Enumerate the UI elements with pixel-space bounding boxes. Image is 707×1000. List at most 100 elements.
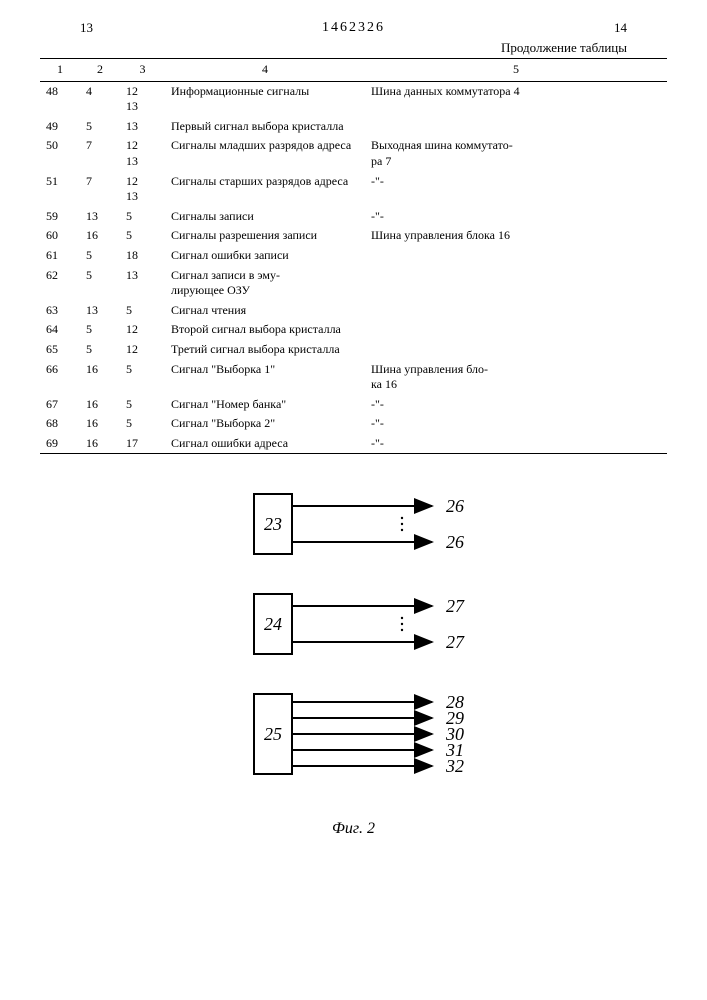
table-cell: 60 [40,226,80,246]
table-cell: 16 [80,360,120,395]
table-cell: 12 [120,340,165,360]
table-cell: 16 [80,226,120,246]
table-cell: Третий сигнал выбора кристалла [165,340,365,360]
col-header: 4 [165,59,365,82]
table-row: 64512Второй сигнал выбора кристалла [40,320,667,340]
table-cell: 48 [40,81,80,117]
table-cell: 12 13 [120,172,165,207]
table-cell: Сигналы старших разрядов адреса [165,172,365,207]
table-row: 65512Третий сигнал выбора кристалла [40,340,667,360]
table-cell: 16 [80,434,120,454]
table-row: 59135Сигналы записи-"- [40,207,667,227]
table-cell [365,320,667,340]
table-row: 63135Сигнал чтения [40,301,667,321]
table-cell: Сигналы записи [165,207,365,227]
svg-text:26: 26 [446,532,464,552]
page-number-left: 13 [80,20,93,36]
table-cell: 63 [40,301,80,321]
table-cell: Сигнал "Выборка 2" [165,414,365,434]
table-cell: 7 [80,136,120,171]
page-header: 13 1462326 14 [40,20,667,36]
table-cell: 49 [40,117,80,137]
table-row: 60165Сигналы разрешения записиШина управ… [40,226,667,246]
col-header: 5 [365,59,667,82]
table-cell: 5 [120,226,165,246]
table-cell: 13 [80,207,120,227]
table-cell: Сигнал "Выборка 1" [165,360,365,395]
table-cell: 67 [40,395,80,415]
table-continuation-label: Продолжение таблицы [40,40,667,56]
table-cell: Информационные сигналы [165,81,365,117]
table-row: 51712 13Сигналы старших разрядов адреса-… [40,172,667,207]
table-cell: 12 13 [120,136,165,171]
svg-text:27: 27 [446,632,465,652]
table-cell: -"- [365,207,667,227]
table-cell: 12 13 [120,81,165,117]
svg-text:24: 24 [264,614,282,634]
table-cell: Сигналы разрешения записи [165,226,365,246]
table-row: 49513Первый сигнал выбора кристалла [40,117,667,137]
table-cell: 61 [40,246,80,266]
table-cell: 16 [80,414,120,434]
table-row: 68165Сигнал "Выборка 2"-"- [40,414,667,434]
col-header: 3 [120,59,165,82]
table-cell: 7 [80,172,120,207]
document-number: 1462326 [322,20,385,36]
table-cell: 13 [120,266,165,301]
table-cell: 5 [80,246,120,266]
table-cell [365,246,667,266]
table-cell: 5 [120,395,165,415]
table-cell [365,340,667,360]
diagram-svg: 232626242727252829303132 [194,484,514,814]
table-cell: 66 [40,360,80,395]
table-row: 48412 13Информационные сигналыШина данны… [40,81,667,117]
table-cell: 64 [40,320,80,340]
svg-text:25: 25 [264,724,282,744]
table-cell: 59 [40,207,80,227]
table-cell: 5 [120,414,165,434]
table-cell: Шина управления блока 16 [365,226,667,246]
table-cell: 12 [120,320,165,340]
table-cell: Сигнал чтения [165,301,365,321]
table-cell: 5 [80,266,120,301]
table-cell: -"- [365,172,667,207]
table-cell: Сигнал ошибки записи [165,246,365,266]
table-row: 61518Сигнал ошибки записи [40,246,667,266]
svg-text:32: 32 [445,756,464,776]
table-header-row: 1 2 3 4 5 [40,59,667,82]
table-cell: 5 [80,340,120,360]
table-cell [365,266,667,301]
figure-label: Фиг. 2 [40,820,667,838]
table-row: 50712 13Сигналы младших разрядов адресаВ… [40,136,667,171]
svg-text:26: 26 [446,496,464,516]
table-cell: 65 [40,340,80,360]
table-cell: 5 [120,360,165,395]
table-cell: 5 [120,207,165,227]
table-cell: -"- [365,434,667,454]
table-cell: 13 [80,301,120,321]
signals-table: 1 2 3 4 5 48412 13Информационные сигналы… [40,58,667,454]
table-cell: Шина управления бло- ка 16 [365,360,667,395]
table-row: 67165Сигнал "Номер банка"-"- [40,395,667,415]
table-cell: Сигналы младших разрядов адреса [165,136,365,171]
table-cell: 62 [40,266,80,301]
table-cell: 5 [80,117,120,137]
table-cell: 4 [80,81,120,117]
table-cell: 51 [40,172,80,207]
table-cell [365,117,667,137]
table-cell: Второй сигнал выбора кристалла [165,320,365,340]
table-cell: 13 [120,117,165,137]
table-cell: 69 [40,434,80,454]
table-row: 62513Сигнал записи в эму- лирующее ОЗУ [40,266,667,301]
table-cell [365,301,667,321]
table-row: 66165Сигнал "Выборка 1"Шина управления б… [40,360,667,395]
table-cell: -"- [365,414,667,434]
table-cell: Сигнал записи в эму- лирующее ОЗУ [165,266,365,301]
table-cell: 5 [120,301,165,321]
table-cell: 50 [40,136,80,171]
page-number-right: 14 [614,20,627,36]
col-header: 1 [40,59,80,82]
figure-2-diagram: 232626242727252829303132 Фиг. 2 [40,484,667,838]
svg-text:23: 23 [264,514,282,534]
table-cell: 16 [80,395,120,415]
